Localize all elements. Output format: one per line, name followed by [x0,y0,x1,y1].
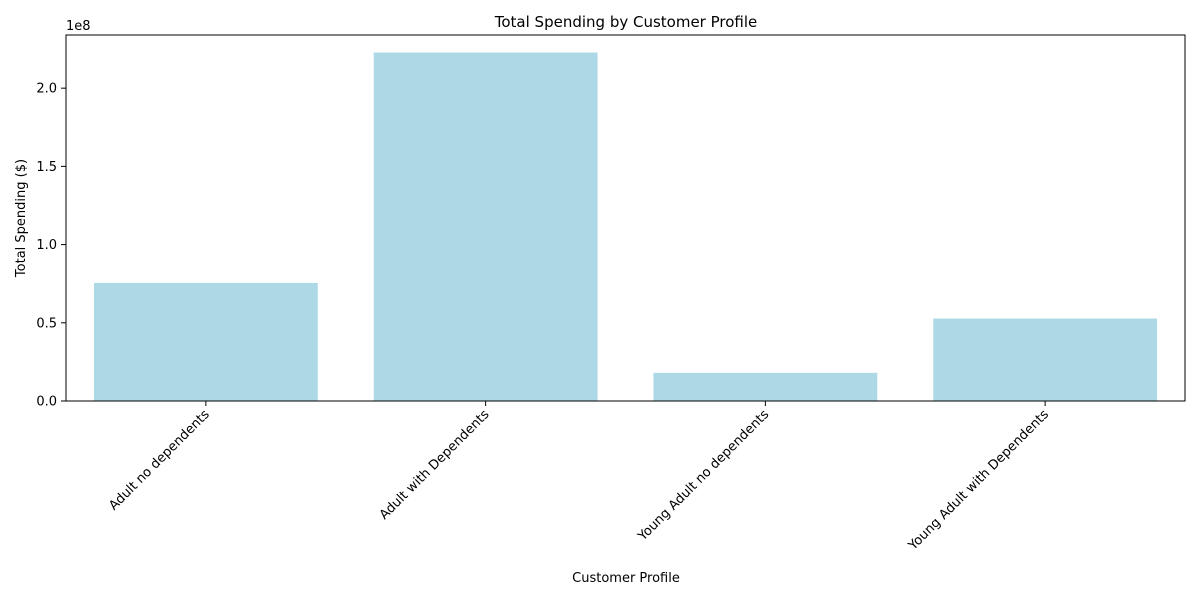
y-tick-label: 1.0 [36,238,57,253]
y-tick-label: 1.5 [36,160,57,175]
bars-group [93,52,1158,402]
x-axis-ticks: Adult no dependents Adult with Dependents… [106,401,1052,554]
x-tick-label: Adult no dependents [106,407,213,514]
y-axis-ticks: 0.0 0.5 1.0 1.5 2.0 [36,82,66,410]
bar-0 [93,282,318,401]
bar-1 [373,52,598,402]
plot-frame [65,34,1186,402]
y-tick-label: 0.5 [36,316,57,331]
x-axis-label: Customer Profile [572,571,680,586]
y-tick-label: 0.0 [36,395,57,410]
chart-title: Total Spending by Customer Profile [494,13,758,31]
y-axis-label: Total Spending ($) [14,159,29,278]
bar-2 [653,372,878,401]
x-tick-label: Young Adult no dependents [635,407,773,545]
y-tick-label: 2.0 [36,82,57,97]
y-axis-multiplier: 1e8 [66,19,91,34]
bar-3 [933,318,1158,401]
x-tick-label: Adult with Dependents [377,407,493,523]
x-tick-label: Young Adult with Dependents [905,407,1052,554]
